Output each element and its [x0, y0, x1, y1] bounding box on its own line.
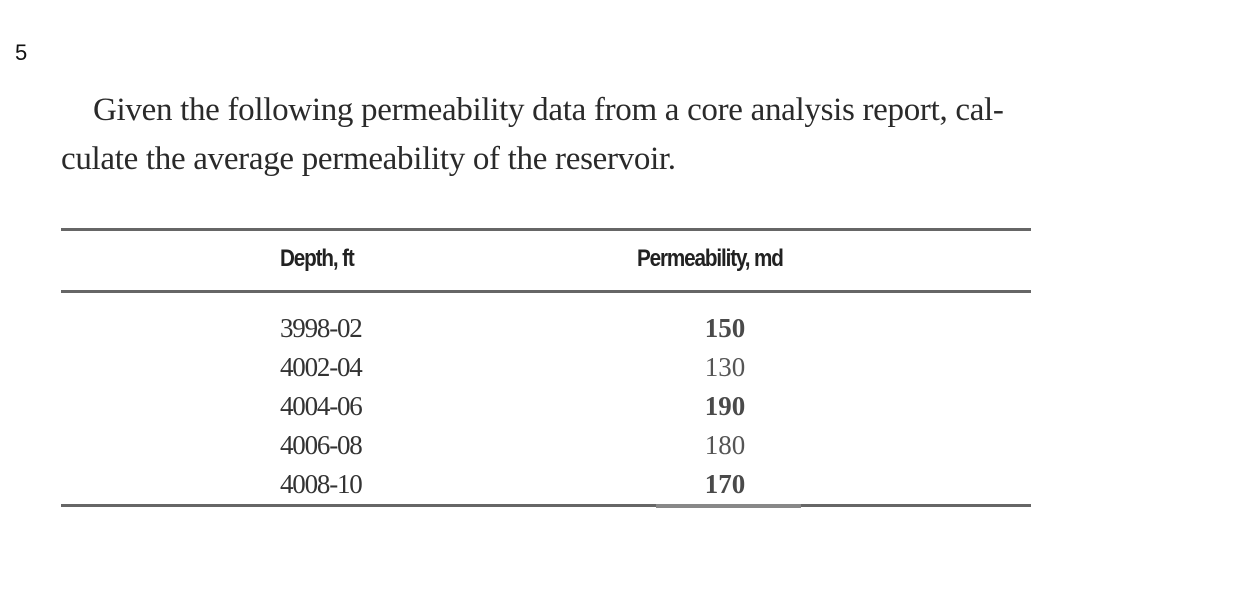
column-header-depth: Depth, ft: [280, 245, 355, 272]
problem-statement-line-2: culate the average permeability of the r…: [61, 141, 676, 177]
permeability-cell: 150: [704, 313, 746, 343]
table-bottom-accent-rule: [656, 504, 801, 508]
problem-statement: Given the following permeability data fr…: [61, 86, 1036, 184]
table-row: 3998-02 150: [0, 309, 1242, 348]
column-header-permeability: Permeability, md: [637, 245, 784, 272]
table-header-rule: [61, 290, 1031, 293]
table-bottom-rule: [61, 504, 1031, 507]
permeability-cell: 130: [704, 352, 746, 382]
depth-cell: 4008-10: [280, 469, 363, 499]
table-row: 4002-04 130: [0, 348, 1242, 387]
depth-cell: 3998-02: [280, 313, 363, 343]
question-number: 5: [15, 40, 28, 65]
depth-cell: 4002-04: [280, 352, 363, 382]
table-top-rule: [61, 228, 1031, 231]
permeability-cell: 180: [704, 430, 746, 460]
table-row: 4006-08 180: [0, 426, 1242, 465]
problem-statement-line-1: Given the following permeability data fr…: [93, 92, 1004, 128]
table-row: 4004-06 190: [0, 387, 1242, 426]
table-row: 4008-10 170: [0, 465, 1242, 504]
permeability-cell: 190: [704, 391, 746, 421]
table-body: 3998-02 150 4002-04 130 4004-06 190 4006…: [0, 309, 1242, 504]
depth-cell: 4004-06: [280, 391, 363, 421]
permeability-cell: 170: [704, 469, 746, 499]
depth-cell: 4006-08: [280, 430, 363, 460]
